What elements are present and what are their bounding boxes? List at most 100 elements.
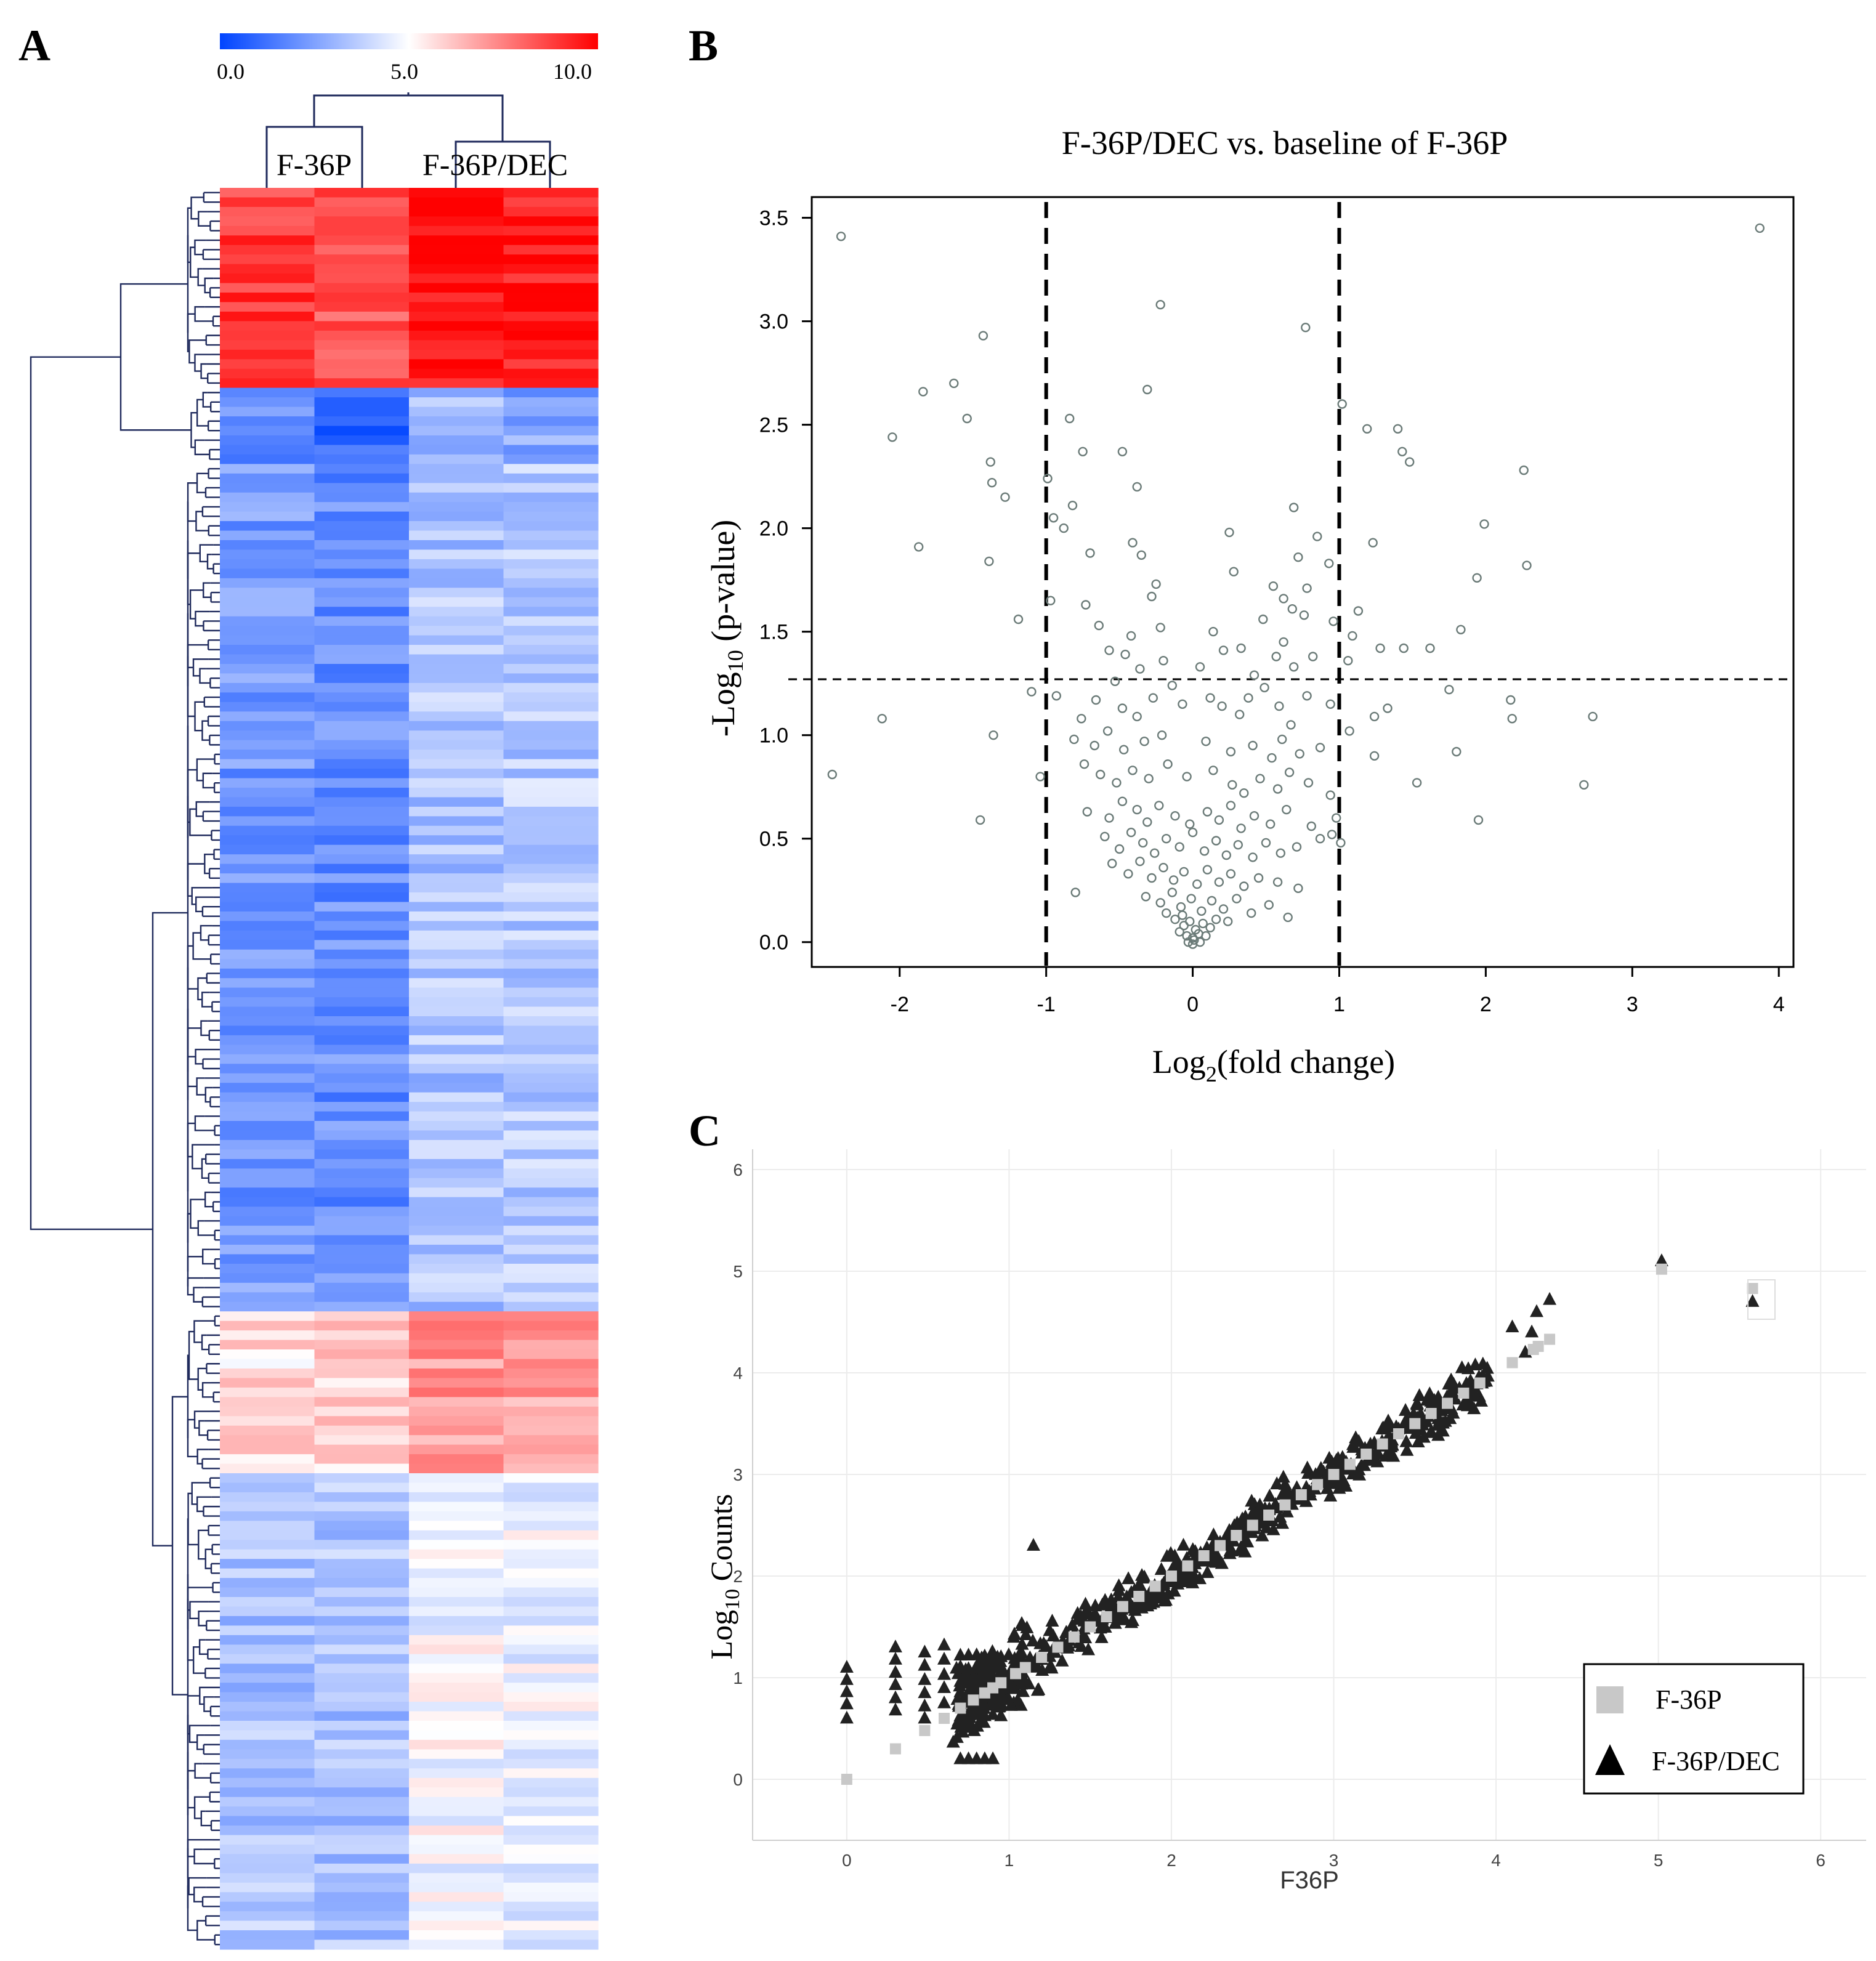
scatter-point-f36p-dec (1474, 1394, 1489, 1407)
scatter-point-f36p-dec (1346, 1437, 1360, 1450)
heatmap-cell (314, 1102, 410, 1112)
heatmap-cell (220, 769, 315, 779)
heatmap-cell (409, 1816, 504, 1826)
heatmap-cell (409, 283, 504, 293)
heatmap-cell (220, 445, 315, 455)
heatmap-cell (314, 1597, 410, 1607)
heatmap-cell (503, 1615, 599, 1626)
heatmap-cell (503, 597, 599, 607)
heatmap-cell (314, 778, 410, 788)
scatter-point-f36p (1656, 1263, 1667, 1275)
heatmap-cell (409, 378, 504, 389)
heatmap-cell (503, 1835, 599, 1845)
heatmap-cell (503, 1606, 599, 1617)
dendrogram-branch (196, 472, 209, 493)
scatter-point-f36p (1361, 1449, 1372, 1460)
heatmap-cell (409, 1587, 504, 1598)
scatter-point-f36p-dec (1423, 1386, 1437, 1399)
heatmap-cells (220, 188, 599, 1950)
heatmap-cell (409, 549, 504, 560)
heatmap-cell (314, 949, 410, 960)
heatmap-cell (503, 1397, 599, 1407)
heatmap-cell (220, 406, 315, 417)
heatmap-cell (409, 1406, 504, 1417)
heatmap-cell (220, 1749, 315, 1760)
volcano-point (1276, 848, 1286, 858)
heatmap-cell (314, 264, 410, 274)
scatter-point-f36p-dec (1247, 1497, 1261, 1510)
volcano-point (1315, 833, 1325, 844)
heatmap-cell (314, 863, 410, 874)
heatmap-cell (220, 1187, 315, 1198)
volcano-point (1182, 772, 1192, 782)
heatmap-cell (409, 816, 504, 827)
heatmap-cell (220, 1777, 315, 1788)
heatmap-cell (220, 1559, 315, 1569)
scatter-point-f36p-dec (1745, 1294, 1760, 1307)
heatmap-cell (409, 454, 504, 464)
heatmap-cell (409, 435, 504, 446)
heatmap-cell (409, 626, 504, 636)
volcano-point (1315, 743, 1325, 753)
scatter-point-f36p-dec (1263, 1489, 1277, 1502)
heatmap-cell (409, 1416, 504, 1426)
heatmap-cell (220, 635, 315, 645)
heatmap-cell (314, 1444, 410, 1455)
heatmap-cell (314, 559, 410, 569)
heatmap-cell (314, 921, 410, 931)
heatmap-cell (314, 1006, 410, 1017)
heatmap-cell (503, 1111, 599, 1122)
heatmap-cell (503, 721, 599, 731)
heatmap-cell (314, 1587, 410, 1598)
heatmap-cell (409, 997, 504, 1008)
heatmap-cell (220, 311, 315, 322)
heatmap-cell (503, 1892, 599, 1902)
volcano-point (1128, 766, 1138, 775)
volcano-point (1091, 695, 1101, 705)
heatmap-cell (409, 1330, 504, 1341)
heatmap-cell (503, 778, 599, 788)
volcano-point (1064, 413, 1075, 424)
scatter-legend: F-36P F-36P/DEC (1583, 1663, 1805, 1795)
heatmap-cell (409, 1739, 504, 1750)
heatmap-cell (220, 1673, 315, 1683)
heatmap-cell (503, 1406, 599, 1417)
scatter-point-f36p-dec (1037, 1636, 1051, 1649)
heatmap-cell (409, 445, 504, 455)
heatmap-cell (314, 844, 410, 855)
heatmap-cell (409, 1045, 504, 1055)
heatmap-cell (314, 216, 410, 227)
volcano-point (1094, 620, 1104, 631)
volcano-point (1157, 730, 1167, 740)
heatmap-cell (220, 1092, 315, 1102)
heatmap-cell (314, 1578, 410, 1588)
volcano-point (1302, 691, 1312, 701)
heatmap-cell (220, 1901, 315, 1912)
heatmap-cell (220, 968, 315, 979)
volcano-point (1217, 701, 1227, 711)
heatmap-cell (503, 863, 599, 874)
heatmap-cell (409, 387, 504, 398)
heatmap-cell (503, 1197, 599, 1207)
scatter-point-f36p-dec (918, 1644, 932, 1658)
scatter-point-f36p-dec (977, 1715, 991, 1728)
heatmap-cell (503, 978, 599, 989)
scatter-point-f36p (1165, 1571, 1177, 1582)
dendrogram-branch (204, 1086, 213, 1103)
heatmap-cell (220, 1016, 315, 1027)
heatmap-cell (503, 1720, 599, 1731)
heatmap-cell (220, 730, 315, 741)
scatter-point-f36p-dec (1273, 1510, 1287, 1523)
heatmap-cell (314, 1692, 410, 1702)
volcano-point (1027, 687, 1037, 697)
heatmap-cell (314, 816, 410, 827)
heatmap-cell (503, 1511, 599, 1521)
heatmap-cell (503, 1578, 599, 1588)
volcano-point (1201, 736, 1211, 746)
heatmap-cell (503, 645, 599, 655)
heatmap-cell (220, 1083, 315, 1093)
volcano-point (1234, 710, 1245, 719)
heatmap-cell (220, 254, 315, 265)
heatmap-cell (503, 387, 599, 398)
volcano-point (1249, 670, 1259, 680)
